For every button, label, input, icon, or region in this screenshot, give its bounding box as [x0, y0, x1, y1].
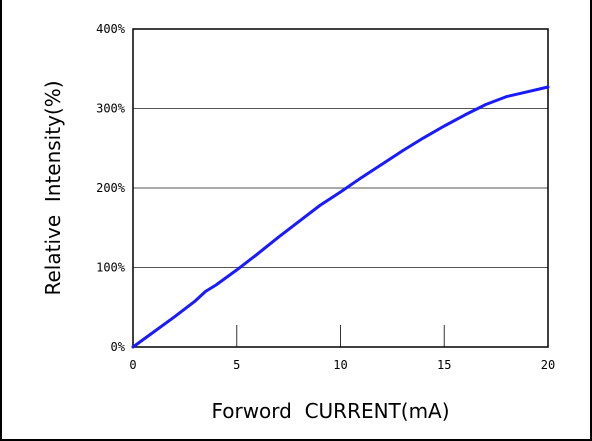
- x-ticks: 0 5 10 15 20: [129, 325, 555, 372]
- x-tick-label: 10: [333, 358, 347, 372]
- x-tick-label: 15: [437, 358, 451, 372]
- x-axis-title: Forword CURRENT(mA): [211, 399, 449, 423]
- x-tick-label: 0: [129, 358, 136, 372]
- plot-area: [132, 28, 549, 348]
- series-line: [131, 85, 550, 349]
- y-tick-label: 100%: [96, 261, 126, 275]
- y-tick-label: 0%: [111, 340, 126, 354]
- y-tick-label: 300%: [96, 102, 126, 116]
- y-tick-label: 400%: [96, 22, 126, 36]
- series-layer: [131, 85, 550, 349]
- x-tick-label: 5: [233, 358, 240, 372]
- gridlines: [133, 108, 548, 268]
- x-tick-label: 20: [541, 358, 555, 372]
- y-tick-label: 200%: [96, 181, 126, 195]
- y-ticks: 0% 100% 200% 300% 400%: [96, 22, 126, 354]
- y-axis-title: Relative Intensity(%): [41, 80, 65, 295]
